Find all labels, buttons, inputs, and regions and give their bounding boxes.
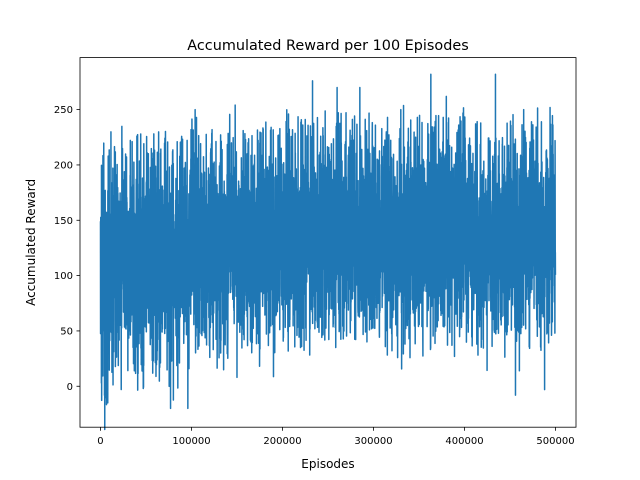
y-tick-label: 250 <box>54 105 73 116</box>
x-tick-label: 500000 <box>536 436 574 447</box>
x-axis-label: Episodes <box>301 457 354 471</box>
y-tick-label: 150 <box>54 216 73 227</box>
x-tick-label: 100000 <box>172 436 210 447</box>
x-tick-label: 400000 <box>445 436 483 447</box>
y-tick-label: 200 <box>54 161 73 172</box>
reward-series-line <box>99 73 557 431</box>
x-axis-ticks: 0 100000 200000 300000 400000 500000 <box>97 427 575 447</box>
x-tick-label: 300000 <box>354 436 392 447</box>
axes-frame <box>79 57 577 428</box>
x-tick-label: 0 <box>97 436 103 447</box>
chart-title: Accumulated Reward per 100 Episodes <box>187 38 468 54</box>
plot-layer <box>99 73 557 431</box>
y-tick-label: 0 <box>67 382 73 393</box>
y-tick-label: 100 <box>54 271 73 282</box>
x-tick-label: 200000 <box>263 436 301 447</box>
y-axis-label: Accumulated Reward <box>24 179 38 306</box>
y-tick-label: 50 <box>60 327 73 338</box>
y-axis-ticks: 0 50 100 150 200 250 <box>54 105 80 393</box>
